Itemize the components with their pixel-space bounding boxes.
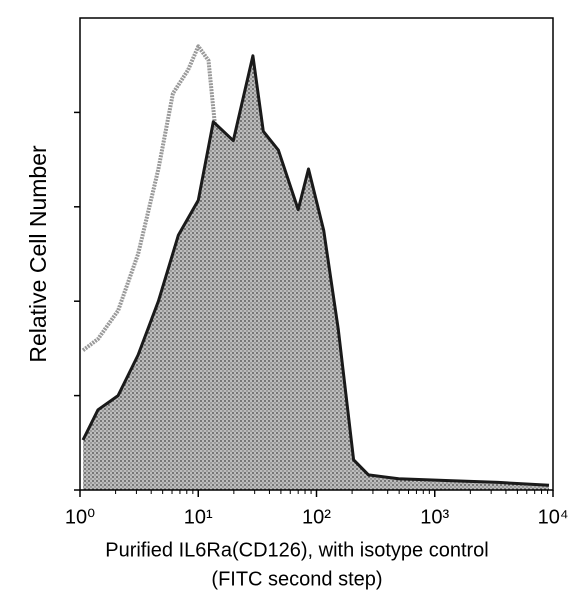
histogram-line xyxy=(81,54,550,487)
x-tick-label: 10³ xyxy=(420,506,449,528)
x-tick-label: 10¹ xyxy=(184,506,213,528)
x-tick-label: 10² xyxy=(302,506,331,528)
x-axis-title: (FITC second step) xyxy=(211,568,382,590)
histogram-fill xyxy=(82,55,549,491)
x-tick-label: 10⁴ xyxy=(538,506,569,528)
y-axis-title: Relative Cell Number xyxy=(25,145,51,363)
x-axis-title: Purified IL6Ra(CD126), with isotype cont… xyxy=(105,539,489,561)
x-tick-label: 10⁰ xyxy=(65,506,95,528)
